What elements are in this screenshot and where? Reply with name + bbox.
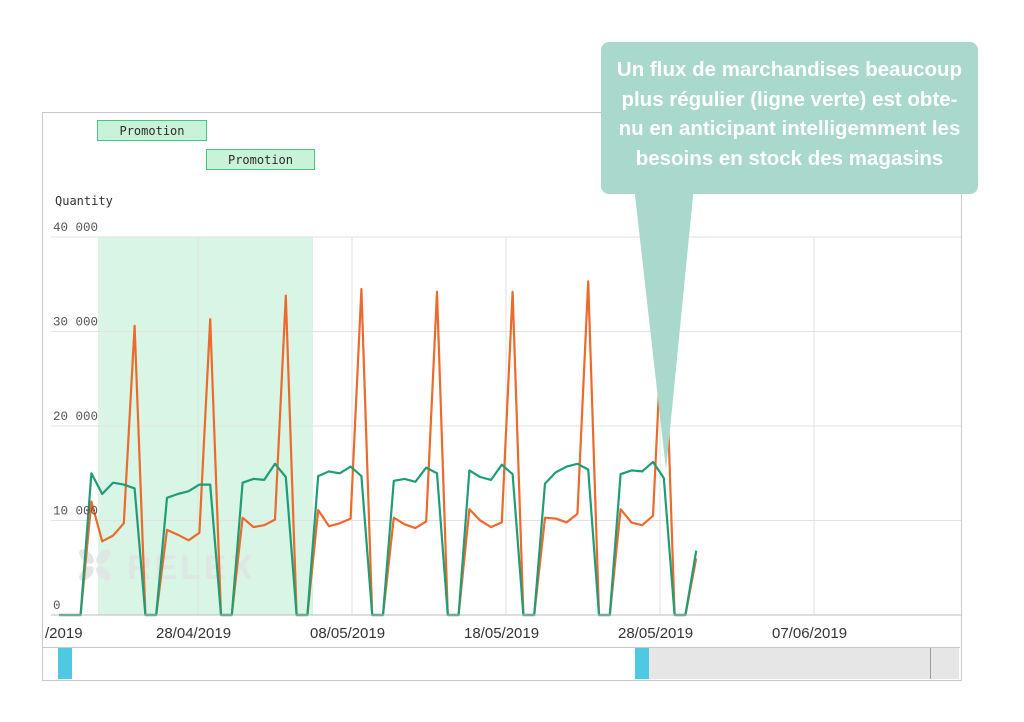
callout-box: Un flux de marchandises beaucoup plus ré…: [601, 42, 978, 194]
watermark-text: RELEX: [127, 549, 255, 587]
promotion-label-1: Promotion: [97, 120, 207, 141]
x-tick-label: 28/04/2019: [156, 625, 231, 642]
x-tick-label: 08/05/2019: [310, 625, 385, 642]
promotion-label-2: Promotion: [206, 149, 315, 170]
y-tick-label: 10 000: [53, 505, 98, 519]
x-tick-label: 28/05/2019: [618, 625, 693, 642]
x-tick-label: /2019: [45, 625, 83, 642]
y-tick-label: 40 000: [53, 221, 98, 235]
y-tick-label: 0: [53, 599, 61, 613]
scrollbar-right-handle[interactable]: [635, 648, 649, 679]
timeline-scrollbar[interactable]: [43, 647, 960, 679]
y-tick-label: 20 000: [53, 410, 98, 424]
scrollbar-track-selected: [64, 648, 641, 679]
callout-line-3: nu en anticipant intelligemment les: [618, 117, 961, 140]
scrollbar-left-handle[interactable]: [58, 648, 72, 679]
scrollbar-divider: [930, 648, 931, 679]
x-tick-label: 07/06/2019: [772, 625, 847, 642]
callout-line-2: plus régulier (ligne verte) est obte-: [621, 87, 958, 111]
y-axis-label: Quantity: [55, 194, 113, 208]
callout-line-1: Un flux de marchandises beaucoup: [616, 58, 963, 81]
line-chart: RELEX 0 10 000 20 000 30 000 40 000 Quantity /…: [45, 194, 961, 642]
axes: 0 10 000 20 000 30 000 40 000 Quantity/2019 28…: [45, 194, 961, 642]
callout-line-4: besoins en stock des magasins: [635, 146, 944, 170]
chart-frame: RELEX 0 10 000 20 000 30 000 40 000 Quantity /…: [42, 112, 962, 681]
scrollbar-track-rest: [641, 648, 959, 679]
x-tick-label: 18/05/2019: [464, 625, 539, 642]
y-tick-label: 30 000: [53, 316, 98, 330]
